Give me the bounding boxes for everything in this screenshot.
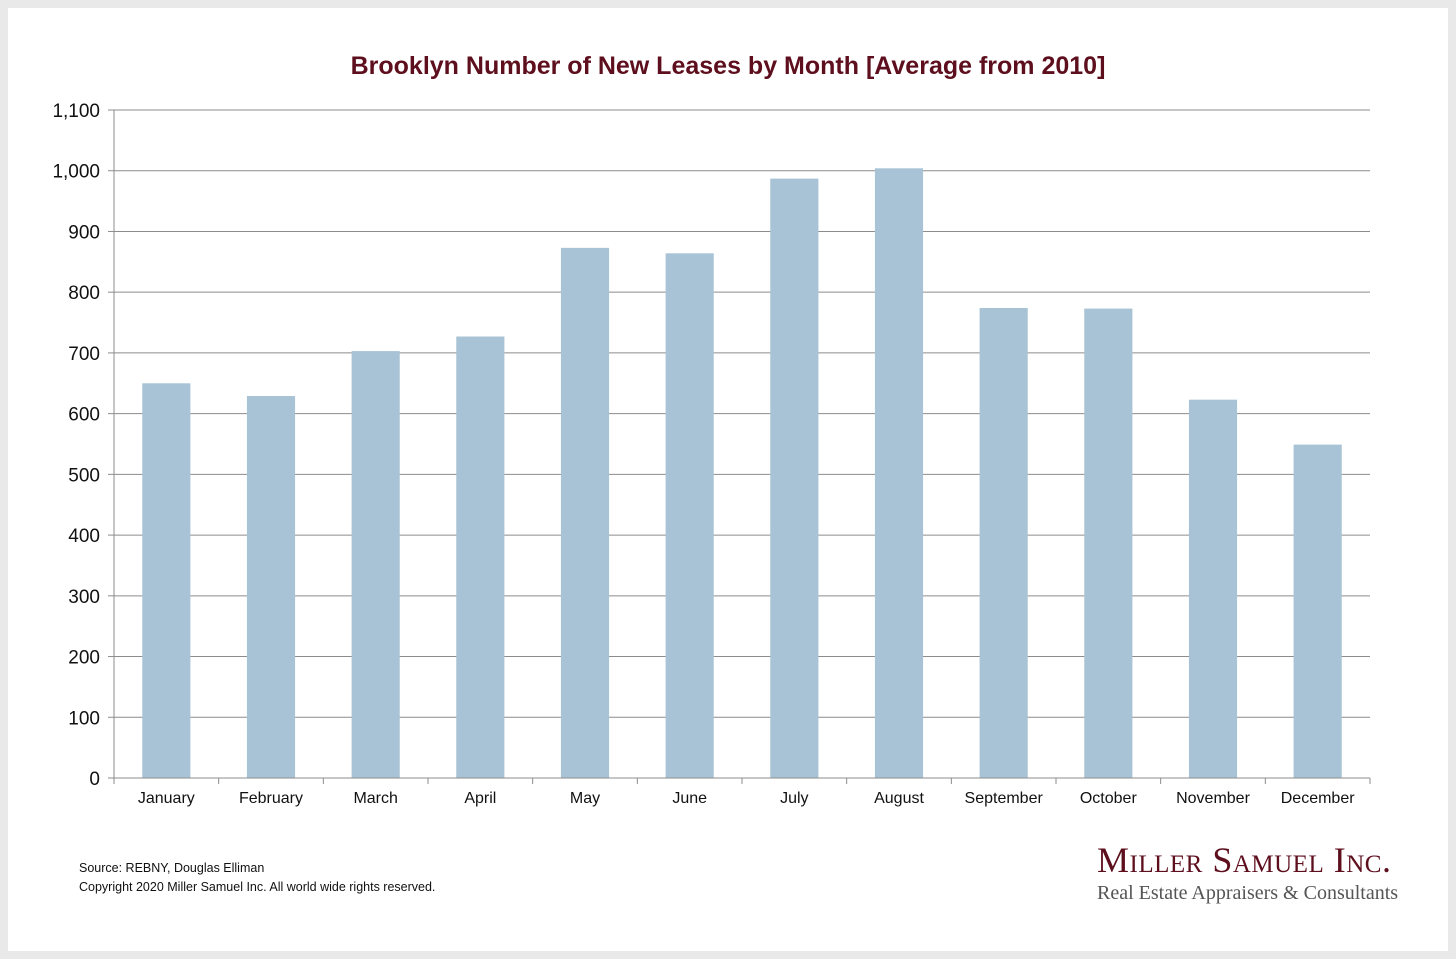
y-tick-label: 300 <box>68 587 100 608</box>
x-tick-label: July <box>780 790 808 807</box>
x-tick-label: March <box>353 790 397 807</box>
x-axis-labels: January February March April May June July Augu… <box>138 790 1355 807</box>
chart-title: Brooklyn Number of New Leases by Month [… <box>350 52 1106 80</box>
source-note: Source: REBNY, Douglas Elliman Copyright… <box>79 859 435 897</box>
bar-july <box>770 178 819 778</box>
source-text: Source: REBNY, Douglas Elliman <box>79 861 265 875</box>
bar-october <box>1084 308 1133 778</box>
logo-name: Miller Samuel Inc. <box>1097 840 1392 880</box>
y-axis-labels: 0 100 200 300 400 500 600 700 800 900 1,000 1,100 <box>52 101 100 790</box>
copyright-text: Copyright 2020 Miller Samuel Inc. All wo… <box>79 880 436 894</box>
y-tick-label: 100 <box>68 708 100 729</box>
x-tick-label: September <box>965 790 1044 807</box>
bar-august <box>874 168 924 778</box>
bar-january <box>142 383 191 778</box>
bar-march <box>351 351 400 778</box>
y-tick-label: 0 <box>89 769 100 790</box>
y-tick-label: 500 <box>68 465 100 486</box>
y-tick-label: 200 <box>68 648 100 669</box>
x-tick-label: December <box>1281 790 1355 807</box>
bar-june <box>665 253 714 779</box>
x-tick-label: February <box>239 790 303 807</box>
bar-february <box>246 396 296 778</box>
x-tick-label: May <box>570 790 600 807</box>
y-tick-label: 800 <box>68 283 100 304</box>
y-tick-label: 900 <box>68 222 100 243</box>
y-tick-label: 1,100 <box>52 101 100 122</box>
bar-september <box>979 307 1028 778</box>
x-tick-label: August <box>874 790 924 807</box>
company-logo: Miller Samuel Inc. Real Estate Appraiser… <box>1097 840 1399 906</box>
y-tick-label: 1,000 <box>52 162 100 183</box>
bar-november <box>1188 399 1238 778</box>
axes <box>108 109 1371 784</box>
x-tick-label: October <box>1080 790 1138 807</box>
y-tick-label: 400 <box>68 526 100 547</box>
grid-lines <box>114 109 1370 718</box>
bar-april <box>456 336 505 778</box>
x-tick-label: January <box>138 790 195 807</box>
y-tick-label: 700 <box>68 344 100 365</box>
x-tick-label: November <box>1176 790 1250 807</box>
bar-december <box>1293 444 1342 778</box>
bars <box>142 168 1342 779</box>
logo-tagline: Real Estate Appraisers & Consultants <box>1097 882 1399 904</box>
y-tick-label: 600 <box>68 405 100 426</box>
x-tick-label: April <box>464 790 496 807</box>
bar-may <box>560 247 610 779</box>
x-tick-label: June <box>672 790 707 807</box>
